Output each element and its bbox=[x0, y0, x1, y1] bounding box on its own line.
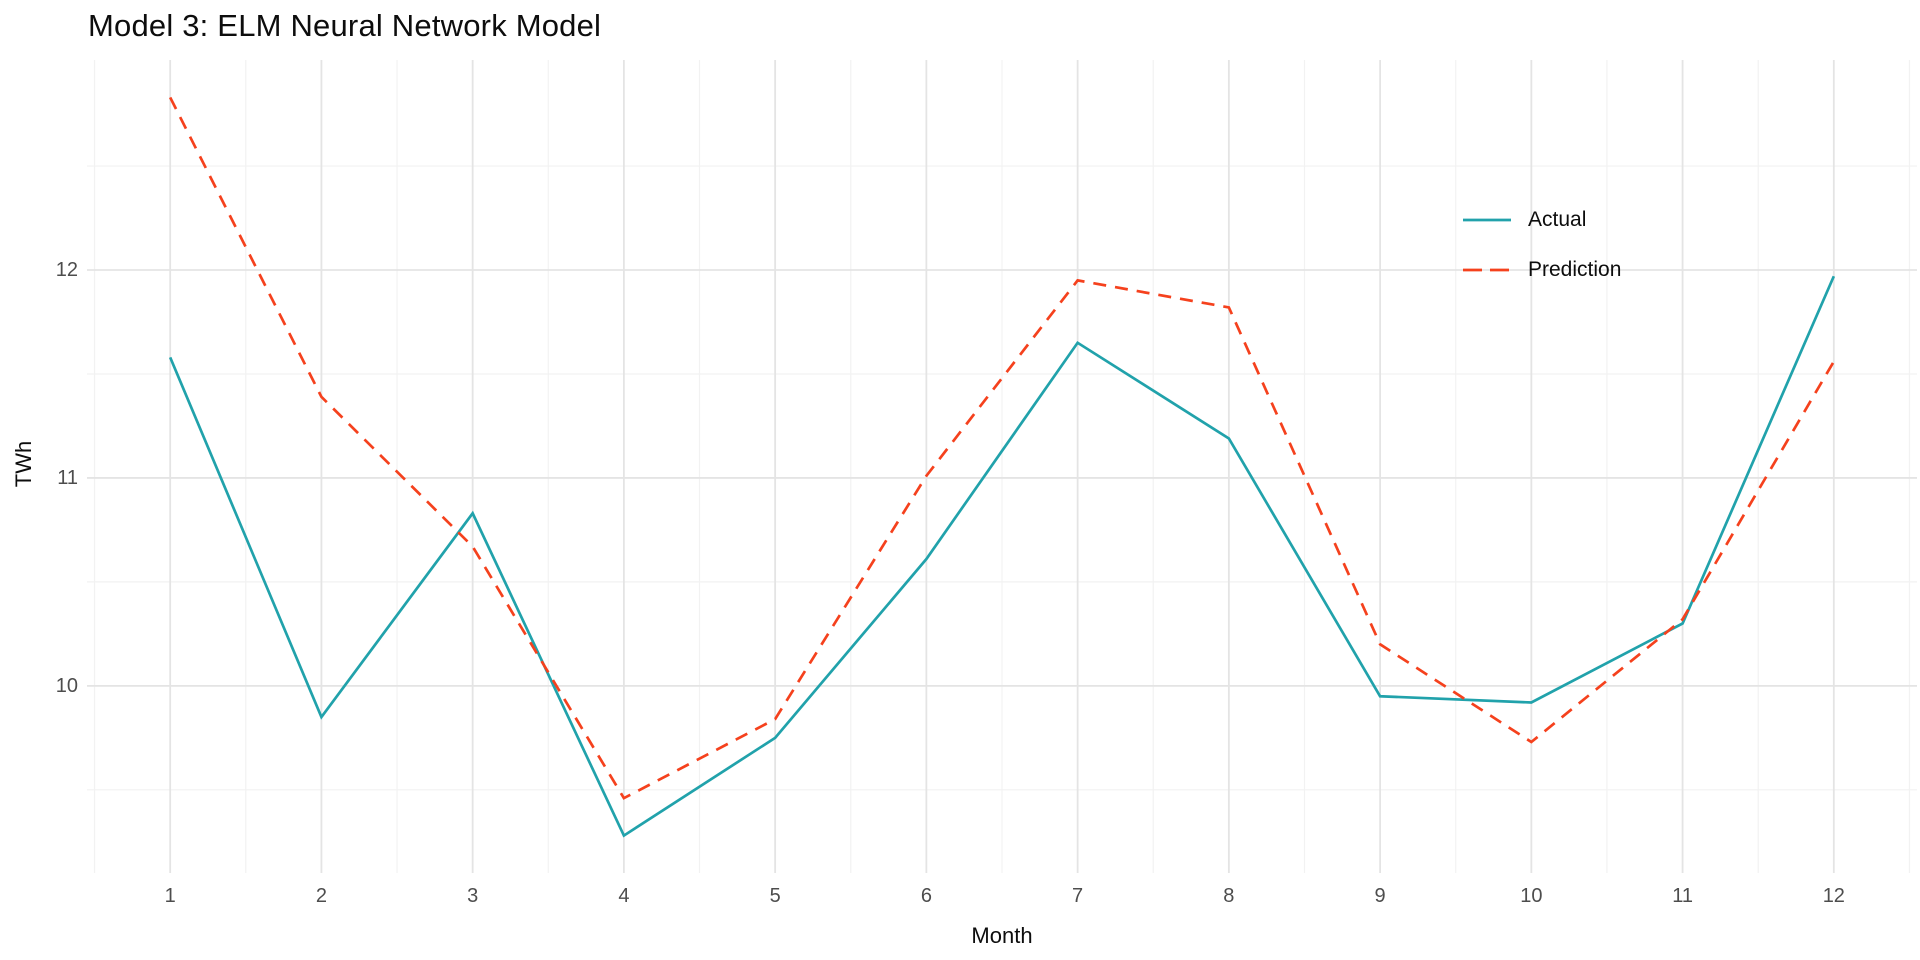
legend-item-actual: Actual bbox=[1462, 206, 1586, 234]
x-tick-label: 7 bbox=[1072, 885, 1084, 907]
x-tick-label: 6 bbox=[920, 885, 932, 907]
x-tick-label: 8 bbox=[1223, 885, 1235, 907]
x-tick-label: 1 bbox=[164, 885, 176, 907]
y-tick-label: 10 bbox=[55, 674, 78, 697]
y-axis-title: TWh bbox=[11, 440, 36, 488]
legend-key-prediction-line bbox=[1463, 268, 1511, 272]
x-tick-label: 4 bbox=[618, 885, 630, 907]
x-tick-label: 5 bbox=[769, 885, 781, 907]
x-tick-label: 2 bbox=[315, 885, 327, 907]
y-tick-label: 11 bbox=[57, 466, 78, 489]
y-tick-label: 12 bbox=[55, 259, 78, 281]
legend-item-prediction: Prediction bbox=[1462, 256, 1621, 284]
chart-title: Model 3: ELM Neural Network Model bbox=[88, 8, 602, 43]
legend-key-actual-line bbox=[1463, 218, 1511, 222]
x-tick-label: 11 bbox=[1672, 885, 1693, 907]
legend-label-prediction: Prediction bbox=[1528, 258, 1622, 281]
prediction-line-series bbox=[168, 96, 1835, 800]
x-tick-label: 3 bbox=[467, 885, 479, 907]
legend-label-actual: Actual bbox=[1528, 208, 1587, 231]
x-tick-label: 9 bbox=[1374, 885, 1386, 907]
actual-line-series bbox=[168, 275, 1836, 838]
x-tick-label: 10 bbox=[1520, 885, 1543, 907]
x-axis-title: Month bbox=[971, 923, 1033, 948]
x-tick-label: 12 bbox=[1822, 885, 1845, 907]
